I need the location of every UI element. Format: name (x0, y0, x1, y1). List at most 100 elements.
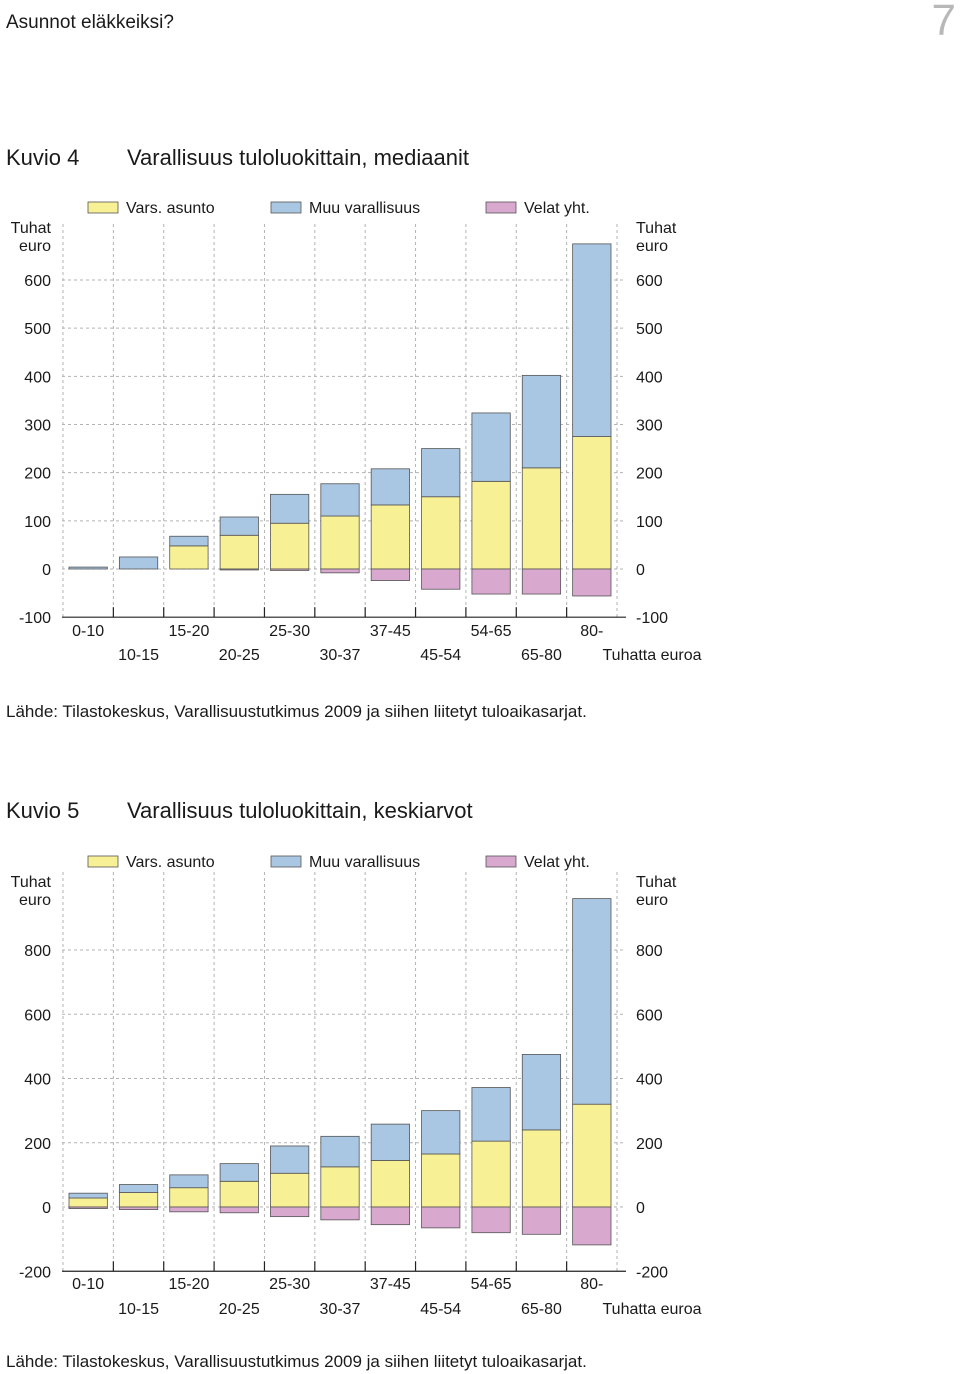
figure-source: Lähde: Tilastokeskus, Varallisuustutkimu… (6, 1352, 587, 1371)
bar-asunto (118, 1192, 159, 1208)
bar-muu-varallisuus (370, 1123, 410, 1161)
y-tick-label-right: 400 (636, 1072, 663, 1089)
figure-source: Lähde: Tilastokeskus, Varallisuustutkimu… (6, 702, 587, 721)
bar-muu-varallisuus (320, 483, 360, 517)
bar-velat (521, 1206, 562, 1235)
x-tick-label: 0-10 (72, 623, 104, 640)
bar-asunto (471, 480, 511, 570)
bar-muu-varallisuus (68, 1192, 108, 1199)
x-tick-label: 10-15 (118, 1301, 159, 1318)
y-unit-label-left: euro (19, 892, 51, 909)
y-tick-label-right: 100 (636, 514, 663, 531)
y-unit-label-right: euro (636, 238, 668, 255)
y-tick-label-right: 600 (636, 273, 663, 290)
legend-label: Vars. asunto (126, 854, 215, 871)
bar-muu-varallisuus (169, 1174, 209, 1189)
x-tick-label: 45-54 (420, 1301, 461, 1318)
x-tick-label: 80- (580, 1276, 603, 1293)
bar-velat (270, 1206, 310, 1218)
document-title: Asunnot eläkkeiksi? (6, 12, 174, 33)
bar-muu-varallisuus (471, 1087, 511, 1142)
y-tick-label-right: 600 (636, 1007, 663, 1024)
bar-asunto (521, 1129, 562, 1208)
y-tick-label-right: 500 (636, 321, 663, 338)
bar-velat (219, 1206, 259, 1214)
bar-muu-varallisuus (320, 1135, 360, 1168)
bar-muu-varallisuus (572, 898, 612, 1105)
bar-muu-varallisuus (118, 1184, 159, 1193)
bar-muu-varallisuus (471, 412, 511, 482)
y-tick-label-left: 500 (24, 321, 51, 338)
y-tick-label-right: -100 (636, 610, 668, 627)
bar-muu-varallisuus (169, 535, 209, 547)
bar-asunto (521, 467, 562, 570)
legend-swatch (87, 855, 119, 868)
y-tick-label-left: 200 (24, 1136, 51, 1153)
x-tick-label: 54-65 (471, 623, 512, 640)
y-unit-label-right: Tuhat (636, 220, 677, 237)
y-tick-label-left: -200 (19, 1264, 51, 1281)
bar-asunto (370, 504, 410, 570)
bar-asunto (421, 496, 461, 570)
bar-asunto (471, 1140, 511, 1208)
legend-label: Velat yht. (524, 854, 590, 871)
bar-velat (572, 1206, 612, 1246)
y-tick-label-right: 400 (636, 369, 663, 386)
bar-muu-varallisuus (219, 516, 259, 536)
bar-muu-varallisuus (370, 468, 410, 506)
bar-velat (421, 1206, 461, 1229)
bar-velat (270, 568, 310, 571)
x-tick-label: 37-45 (370, 623, 411, 640)
bar-velat (169, 1206, 209, 1213)
x-tick-label: 25-30 (269, 623, 310, 640)
bar-velat (219, 568, 259, 571)
chart-median-wealth: -100 -100 0 0 100 100 200 200 300 300 400 400 500 500… (11, 200, 702, 664)
x-tick-label: 25-30 (269, 1276, 310, 1293)
x-axis-label: Tuhatta euroa (602, 1301, 701, 1318)
y-tick-label-right: 300 (636, 418, 663, 435)
y-tick-label-left: 600 (24, 273, 51, 290)
bar-muu-varallisuus (521, 374, 562, 469)
y-tick-label-left: 200 (24, 466, 51, 483)
y-tick-label-left: 0 (42, 562, 51, 579)
x-axis-label: Tuhatta euroa (602, 647, 701, 664)
page-header: Asunnot eläkkeiksi? 7 (0, 0, 960, 45)
x-tick-label: 20-25 (219, 647, 260, 664)
bar-velat (370, 568, 410, 581)
y-tick-label-left: 400 (24, 1072, 51, 1089)
bar-muu-varallisuus (572, 243, 612, 437)
x-tick-label: 15-20 (168, 1276, 209, 1293)
legend-label: Velat yht. (524, 200, 590, 217)
figure-4: Kuvio 4 Varallisuus tuloluokittain, medi… (6, 145, 702, 721)
bar-asunto (68, 1197, 108, 1208)
bar-asunto (320, 515, 360, 570)
legend-swatch (485, 855, 517, 868)
y-unit-label-left: Tuhat (11, 874, 52, 891)
bar-velat (370, 1206, 410, 1226)
legend-swatch (270, 855, 302, 868)
x-tick-label: 30-37 (320, 647, 361, 664)
x-tick-label: 30-37 (320, 1301, 361, 1318)
bars (68, 898, 612, 1246)
bar-asunto (270, 522, 310, 570)
y-tick-label-right: 200 (636, 466, 663, 483)
x-tick-label: 0-10 (72, 1276, 104, 1293)
bar-asunto (219, 534, 259, 570)
legend-swatch (270, 201, 302, 214)
legend-label: Muu varallisuus (309, 854, 420, 871)
legend-label: Vars. asunto (126, 200, 215, 217)
y-tick-label-right: 200 (636, 1136, 663, 1153)
bar-asunto (320, 1166, 360, 1208)
y-tick-label-left: 300 (24, 418, 51, 435)
bar-muu-varallisuus (421, 1110, 461, 1155)
bar-muu-varallisuus (521, 1054, 562, 1131)
bar-muu-varallisuus (68, 566, 108, 570)
figure-label: Kuvio 4 (6, 145, 80, 170)
figure-label: Kuvio 5 (6, 798, 80, 823)
y-tick-label-right: 800 (636, 943, 663, 960)
x-tick-label: 20-25 (219, 1301, 260, 1318)
bar-muu-varallisuus (270, 493, 310, 524)
y-unit-label-left: Tuhat (11, 220, 52, 237)
figure-title: Varallisuus tuloluokittain, mediaanit (127, 145, 469, 170)
